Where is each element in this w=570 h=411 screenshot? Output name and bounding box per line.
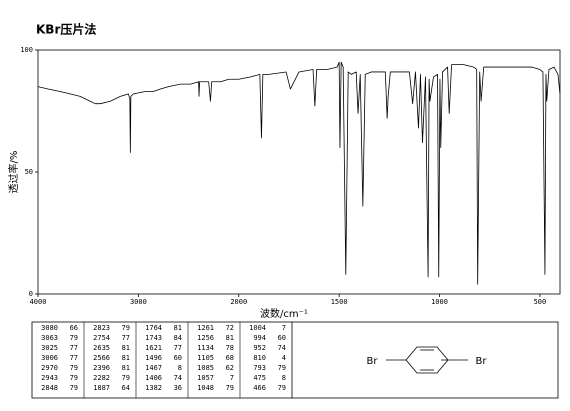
wavenumber-cell: 1496 (145, 354, 162, 362)
x-tick-label: 500 (534, 298, 547, 306)
x-tick-label: 1500 (331, 298, 348, 306)
y-tick-label: 0 (29, 290, 33, 298)
plot-frame (37, 49, 561, 295)
transmittance-cell: 8 (178, 364, 182, 372)
x-tick-label: 1000 (431, 298, 448, 306)
wavenumber-cell: 1382 (145, 384, 162, 392)
transmittance-cell: 72 (226, 324, 234, 332)
wavenumber-cell: 994 (253, 334, 266, 342)
structure (386, 346, 468, 374)
transmittance-cell: 7 (230, 374, 234, 382)
transmittance-cell: 74 (278, 344, 286, 352)
transmittance-cell: 7 (282, 324, 286, 332)
wavenumber-cell: 475 (253, 374, 266, 382)
atom-label: Br (476, 356, 488, 367)
transmittance-cell: 79 (70, 384, 78, 392)
transmittance-cell: 79 (122, 374, 130, 382)
y-axis-label: 透过率/% (7, 151, 20, 194)
wavenumber-cell: 2754 (93, 334, 110, 342)
x-axis-label: 波数/cm⁻¹ (260, 307, 308, 320)
wavenumber-cell: 1004 (249, 324, 266, 332)
page-title: KBr压片法 (36, 22, 96, 37)
wavenumber-cell: 2635 (93, 344, 110, 352)
wavenumber-cell: 2566 (93, 354, 110, 362)
transmittance-cell: 78 (226, 344, 234, 352)
transmittance-cell: 81 (122, 354, 130, 362)
wavenumber-cell: 1085 (197, 364, 214, 372)
transmittance-cell: 64 (122, 384, 130, 392)
transmittance-cell: 79 (278, 384, 286, 392)
wavenumber-cell: 1057 (197, 374, 214, 382)
transmittance-cell: 79 (122, 324, 130, 332)
y-tick-label: 50 (25, 168, 33, 176)
transmittance-cell: 77 (174, 344, 182, 352)
transmittance-cell: 81 (122, 364, 130, 372)
x-tick-label: 2000 (230, 298, 247, 306)
transmittance-cell: 77 (70, 354, 78, 362)
y-tick-label: 100 (20, 46, 33, 54)
wavenumber-cell: 2943 (41, 374, 58, 382)
transmittance-cell: 79 (278, 364, 286, 372)
transmittance-cell: 60 (278, 334, 286, 342)
transmittance-cell: 4 (282, 354, 286, 362)
transmittance-cell: 81 (226, 334, 234, 342)
transmittance-cell: 81 (174, 324, 182, 332)
wavenumber-cell: 2823 (93, 324, 110, 332)
transmittance-cell: 79 (70, 374, 78, 382)
transmittance-cell: 62 (226, 364, 234, 372)
wavenumber-cell: 810 (253, 354, 266, 362)
transmittance-cell: 79 (70, 334, 78, 342)
transmittance-cell: 79 (226, 384, 234, 392)
transmittance-cell: 77 (122, 334, 130, 342)
wavenumber-cell: 1105 (197, 354, 214, 362)
wavenumber-cell: 3025 (41, 344, 58, 352)
wavenumber-cell: 2282 (93, 374, 110, 382)
wavenumber-cell: 1743 (145, 334, 162, 342)
transmittance-cell: 68 (226, 354, 234, 362)
table-frame (31, 321, 559, 399)
transmittance-cell: 84 (174, 334, 182, 342)
wavenumber-cell: 2396 (93, 364, 110, 372)
wavenumber-cell: 1134 (197, 344, 214, 352)
wavenumber-cell: 793 (253, 364, 266, 372)
wavenumber-cell: 3080 (41, 324, 58, 332)
wavenumber-cell: 2848 (41, 384, 58, 392)
wavenumber-cell: 466 (253, 384, 266, 392)
x-tick-label: 3000 (130, 298, 147, 306)
transmittance-cell: 74 (174, 374, 182, 382)
wavenumber-cell: 1048 (197, 384, 214, 392)
wavenumber-cell: 1406 (145, 374, 162, 382)
x-tick-label: 4000 (30, 298, 47, 306)
wavenumber-cell: 1621 (145, 344, 162, 352)
wavenumber-cell: 2970 (41, 364, 58, 372)
transmittance-cell: 36 (174, 384, 182, 392)
wavenumber-cell: 1887 (93, 384, 110, 392)
transmittance-cell: 60 (174, 354, 182, 362)
atom-label: Br (367, 356, 379, 367)
wavenumber-cell: 1256 (197, 334, 214, 342)
spectrum-line (37, 61, 561, 285)
transmittance-cell: 81 (122, 344, 130, 352)
wavenumber-cell: 952 (253, 344, 266, 352)
wavenumber-cell: 1467 (145, 364, 162, 372)
wavenumber-cell: 1261 (197, 324, 214, 332)
transmittance-cell: 79 (70, 364, 78, 372)
wavenumber-cell: 1764 (145, 324, 162, 332)
wavenumber-cell: 3063 (41, 334, 58, 342)
transmittance-cell: 77 (70, 344, 78, 352)
transmittance-cell: 8 (282, 374, 286, 382)
wavenumber-cell: 3006 (41, 354, 58, 362)
transmittance-cell: 66 (70, 324, 78, 332)
